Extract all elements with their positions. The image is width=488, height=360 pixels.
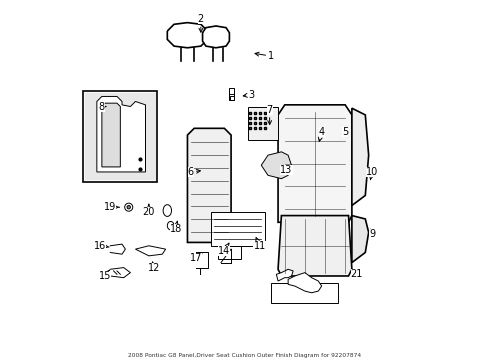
Text: 15: 15 — [99, 270, 111, 281]
Text: 18: 18 — [169, 221, 182, 234]
Text: 1: 1 — [255, 51, 274, 61]
PathPatch shape — [167, 23, 207, 48]
Bar — [83, 91, 157, 182]
Text: 8: 8 — [99, 102, 105, 112]
Ellipse shape — [163, 205, 171, 216]
Text: 9: 9 — [368, 229, 374, 239]
Circle shape — [127, 206, 130, 209]
Text: 10: 10 — [365, 167, 377, 180]
Bar — [247, 107, 278, 140]
Bar — [271, 283, 338, 303]
Bar — [217, 246, 241, 259]
Text: 3: 3 — [243, 90, 254, 100]
Text: 6: 6 — [187, 167, 200, 177]
Bar — [229, 88, 234, 100]
PathPatch shape — [135, 246, 165, 256]
PathPatch shape — [351, 216, 368, 262]
Text: 12: 12 — [147, 262, 160, 273]
Text: 4: 4 — [318, 127, 324, 141]
PathPatch shape — [202, 26, 229, 48]
Bar — [85, 93, 155, 180]
PathPatch shape — [278, 105, 351, 222]
Text: 16: 16 — [94, 241, 109, 251]
PathPatch shape — [187, 128, 231, 242]
PathPatch shape — [102, 103, 120, 167]
Text: 14: 14 — [218, 243, 230, 256]
Text: 21: 21 — [350, 269, 363, 279]
Bar — [210, 212, 264, 246]
PathPatch shape — [276, 269, 293, 281]
PathPatch shape — [287, 273, 321, 293]
Text: 7: 7 — [266, 105, 272, 125]
Text: 11: 11 — [253, 238, 265, 251]
Text: 19: 19 — [104, 202, 119, 212]
Text: 2: 2 — [197, 14, 203, 32]
Text: 17: 17 — [189, 252, 202, 262]
PathPatch shape — [261, 152, 291, 179]
Circle shape — [124, 203, 132, 211]
PathPatch shape — [97, 96, 145, 172]
PathPatch shape — [351, 108, 368, 206]
PathPatch shape — [278, 216, 351, 276]
Text: 13: 13 — [280, 165, 292, 175]
Text: 20: 20 — [142, 204, 155, 217]
Ellipse shape — [167, 221, 174, 230]
Text: 2008 Pontiac G8 Panel,Driver Seat Cushion Outer Finish Diagram for 92207874: 2008 Pontiac G8 Panel,Driver Seat Cushio… — [128, 353, 360, 358]
Text: 5: 5 — [341, 127, 347, 137]
